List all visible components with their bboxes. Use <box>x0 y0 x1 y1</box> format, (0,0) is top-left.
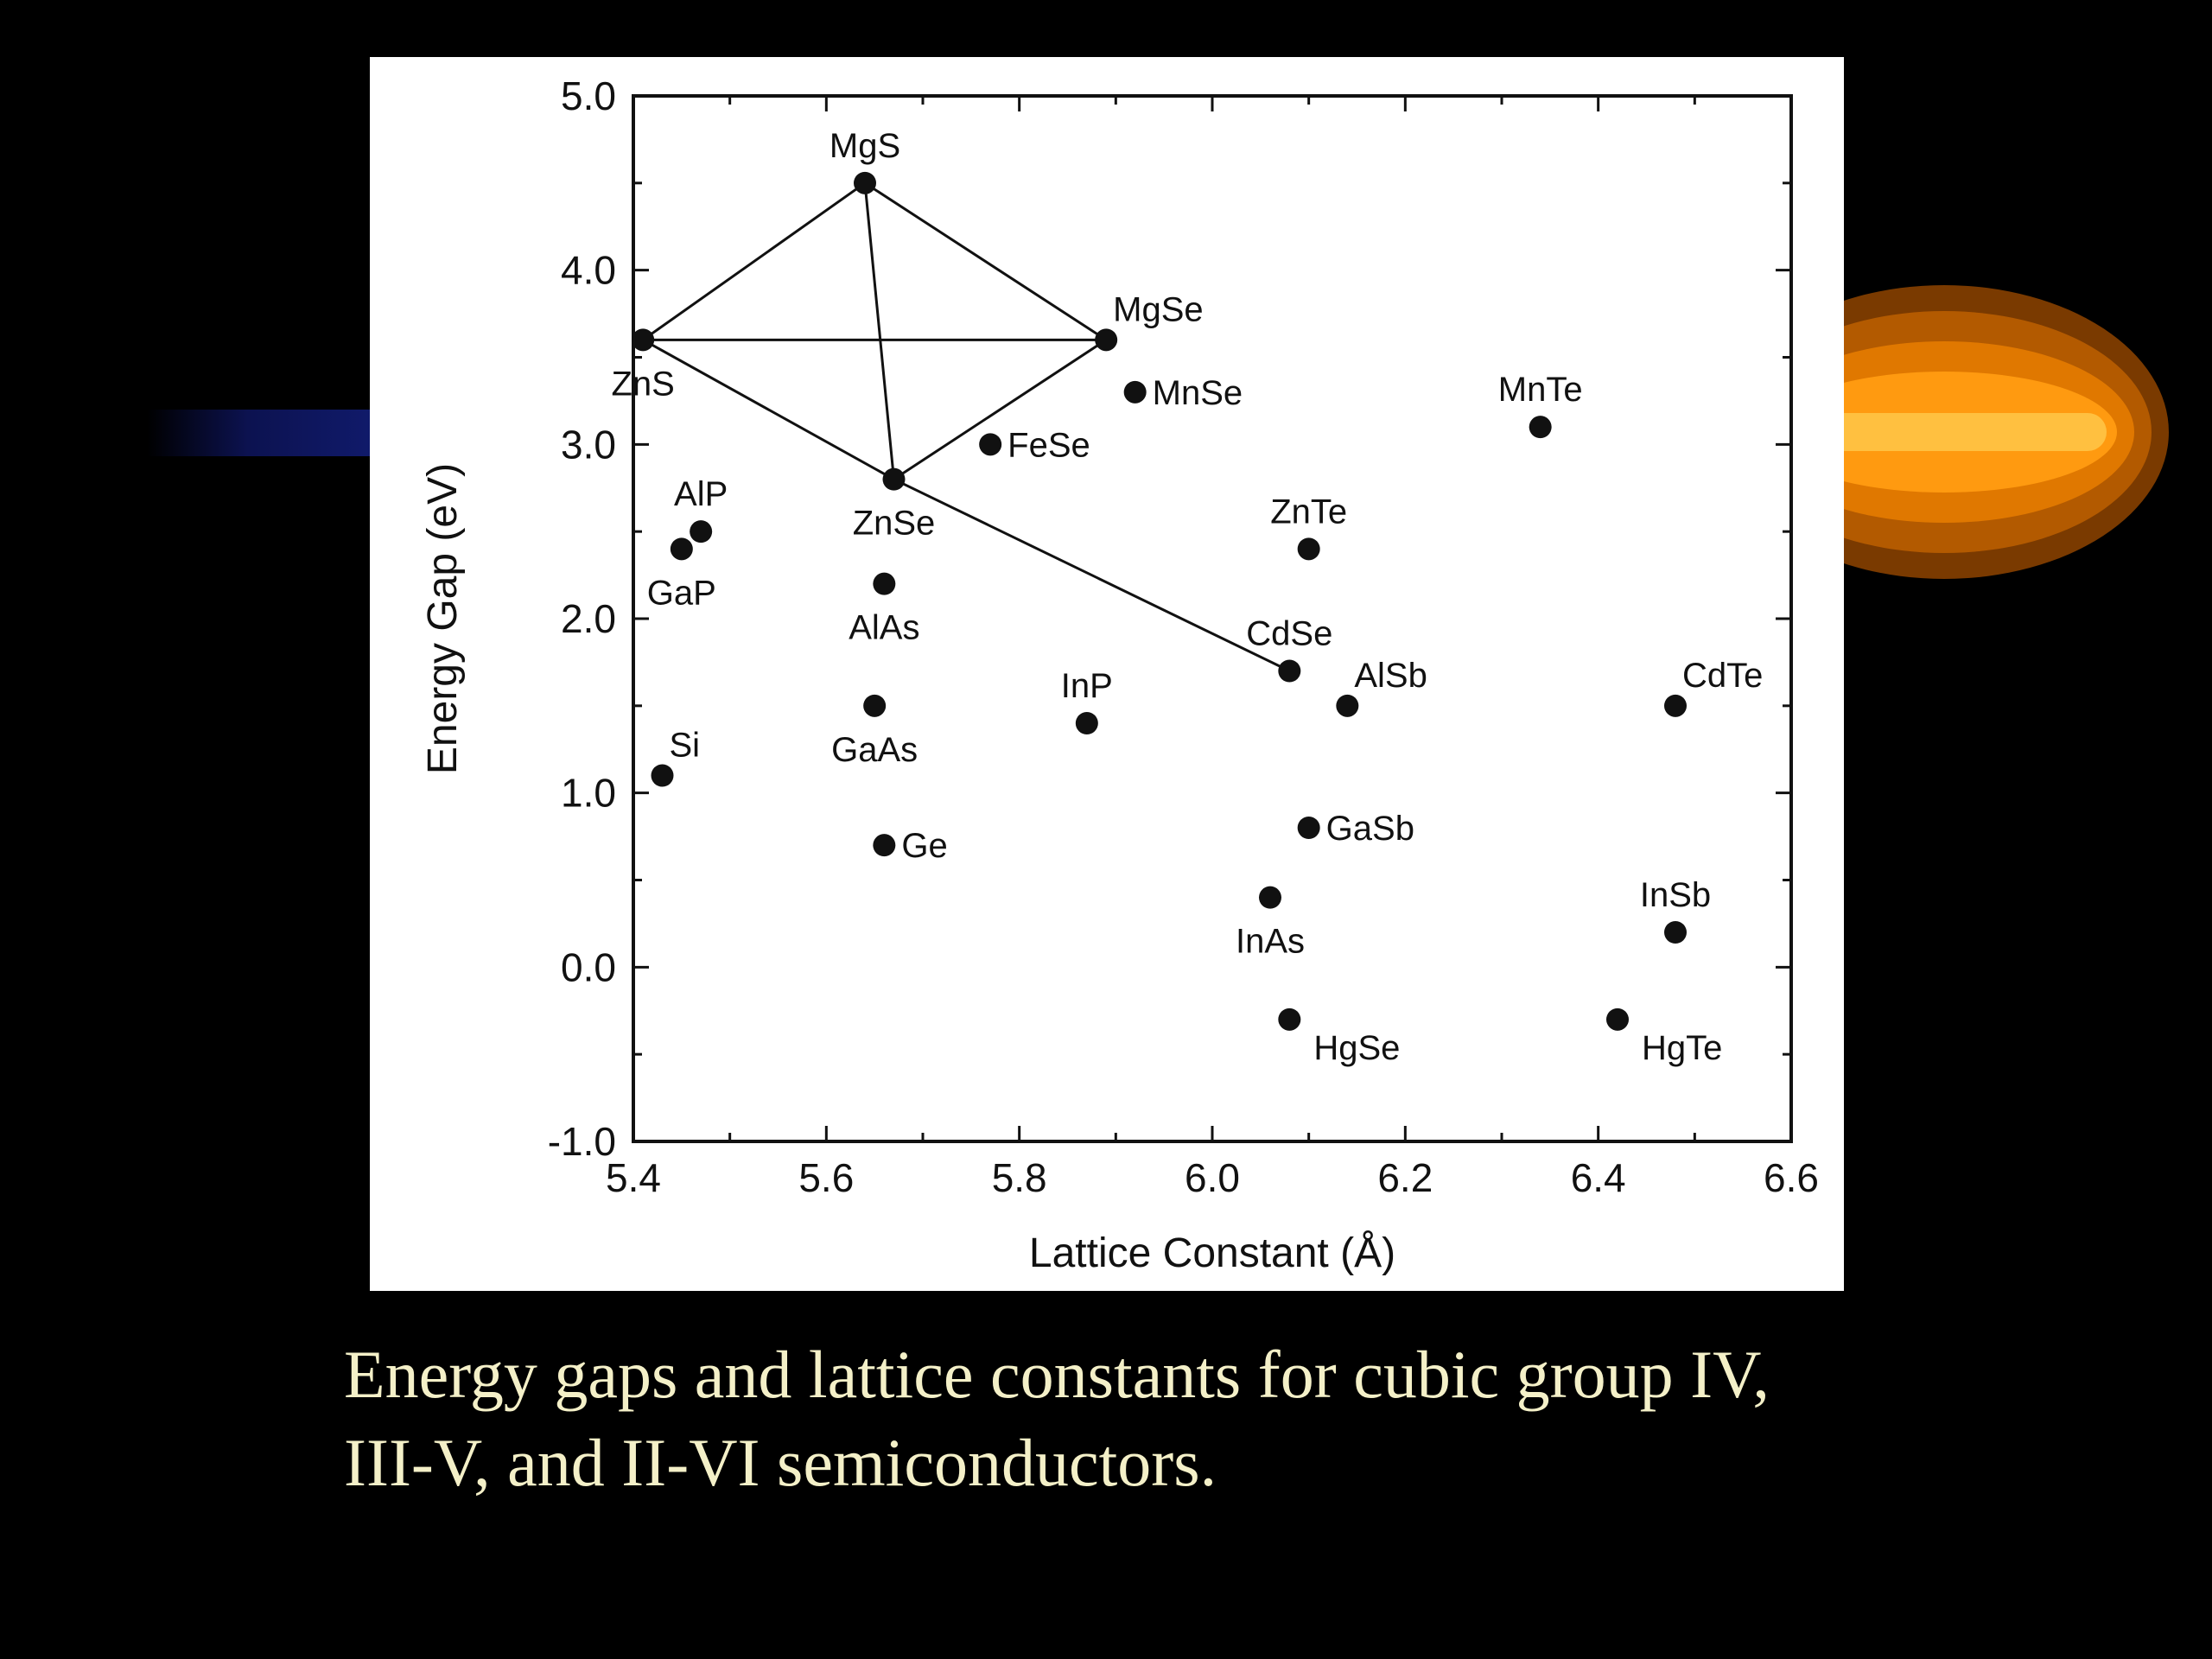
point-label-alsb: AlSb <box>1354 657 1427 695</box>
point-label-alas: AlAs <box>849 609 919 647</box>
scatter-chart: 5.4 5.6 5.8 6.0 6.2 6.4 6.6 5.0 4.0 3.0 2.0 1.0 0.0 -… <box>420 73 1819 1276</box>
caption-line-1: Energy gaps and lattice constants for cu… <box>344 1337 1770 1412</box>
plot-frame <box>632 94 1793 1143</box>
y-tick-label: 5.0 <box>561 73 616 118</box>
data-point-cdse <box>1278 659 1301 683</box>
connection-line <box>893 339 1107 480</box>
data-point-gap <box>670 537 693 561</box>
caption-line-2: III-V, and II-VI semiconductors. <box>344 1425 1217 1500</box>
x-tick-label: 5.4 <box>606 1155 661 1200</box>
data-point-inp <box>1075 712 1098 734</box>
point-label-alp: AlP <box>674 475 728 513</box>
data-point-alp <box>690 520 713 543</box>
point-label-ge: Ge <box>901 827 947 865</box>
x-tick-label: 6.2 <box>1377 1155 1433 1200</box>
point-label-mgs: MgS <box>830 127 900 165</box>
data-points: MgS MgSe ZnS MnSe MnTe FeSe ZnSe AlP GaP ZnTe AlAs… <box>611 127 1763 1067</box>
x-axis-title: Lattice Constant (Å) <box>1029 1230 1395 1276</box>
connection-lines <box>642 181 1290 672</box>
x-tick-label: 6.0 <box>1185 1155 1240 1200</box>
data-point-znte <box>1297 537 1320 561</box>
data-point-cdte <box>1664 694 1687 717</box>
point-label-gap: GaP <box>647 574 716 612</box>
slide-caption: Energy gaps and lattice constants for cu… <box>344 1331 1986 1507</box>
y-axis-title: Energy Gap (eV) <box>420 463 466 774</box>
point-label-mnte: MnTe <box>1498 371 1583 409</box>
x-tick-label: 5.8 <box>992 1155 1047 1200</box>
point-label-zns: ZnS <box>611 365 674 403</box>
point-label-gasb: GaSb <box>1326 810 1414 848</box>
orange-comet-decoration <box>1815 285 2169 579</box>
data-point-znse <box>882 467 906 491</box>
data-point-gaas <box>863 694 887 717</box>
axis-ticks: 5.4 5.6 5.8 6.0 6.2 6.4 6.6 5.0 4.0 3.0 2.0 1.0 0.0 -… <box>548 73 1819 1200</box>
point-label-hgte: HgTe <box>1642 1029 1722 1067</box>
data-point-mnte <box>1529 416 1552 439</box>
data-point-mgs <box>854 171 876 194</box>
y-tick-label: 2.0 <box>561 596 616 641</box>
point-label-cdte: CdTe <box>1682 657 1763 695</box>
data-point-alsb <box>1336 694 1359 717</box>
connection-line <box>863 182 895 480</box>
y-tick-label: 0.0 <box>561 944 616 989</box>
point-label-fese: FeSe <box>1007 426 1090 464</box>
point-label-znte: ZnTe <box>1270 493 1347 531</box>
point-label-hgse: HgSe <box>1313 1029 1400 1067</box>
point-label-gaas: GaAs <box>831 731 918 769</box>
data-point-gasb <box>1297 817 1320 839</box>
data-point-zns <box>632 328 655 352</box>
chart-panel: 5.4 5.6 5.8 6.0 6.2 6.4 6.6 5.0 4.0 3.0 2.0 1.0 0.0 -… <box>370 57 1844 1291</box>
connection-line <box>642 339 895 480</box>
data-point-hgse <box>1278 1007 1301 1031</box>
point-label-inas: InAs <box>1236 923 1305 961</box>
data-point-alas <box>873 572 896 595</box>
connection-line <box>642 181 866 341</box>
data-point-mnse <box>1123 380 1147 404</box>
left-decorative-bar <box>147 410 372 456</box>
point-label-inp: InP <box>1061 667 1113 705</box>
data-point-hgte <box>1606 1007 1629 1031</box>
x-tick-label: 6.6 <box>1764 1155 1819 1200</box>
connection-line <box>893 478 1290 672</box>
connection-line <box>864 181 1107 341</box>
data-point-ge <box>873 834 896 857</box>
point-label-insb: InSb <box>1640 876 1711 914</box>
data-point-inas <box>1259 886 1281 909</box>
data-point-insb <box>1664 921 1687 944</box>
y-tick-label: -1.0 <box>548 1119 616 1164</box>
point-label-mgse: MgSe <box>1113 290 1204 328</box>
y-tick-label: 4.0 <box>561 248 616 293</box>
y-tick-label: 3.0 <box>561 422 616 467</box>
data-point-si <box>651 764 674 787</box>
data-point-mgse <box>1095 328 1118 352</box>
point-label-si: Si <box>670 727 701 765</box>
point-label-cdse: CdSe <box>1246 615 1332 653</box>
point-label-znse: ZnSe <box>853 505 936 543</box>
y-tick-label: 1.0 <box>561 771 616 816</box>
point-label-mnse: MnSe <box>1153 374 1243 412</box>
x-tick-label: 6.4 <box>1571 1155 1626 1200</box>
data-point-fese <box>979 433 1002 456</box>
x-tick-label: 5.6 <box>798 1155 854 1200</box>
